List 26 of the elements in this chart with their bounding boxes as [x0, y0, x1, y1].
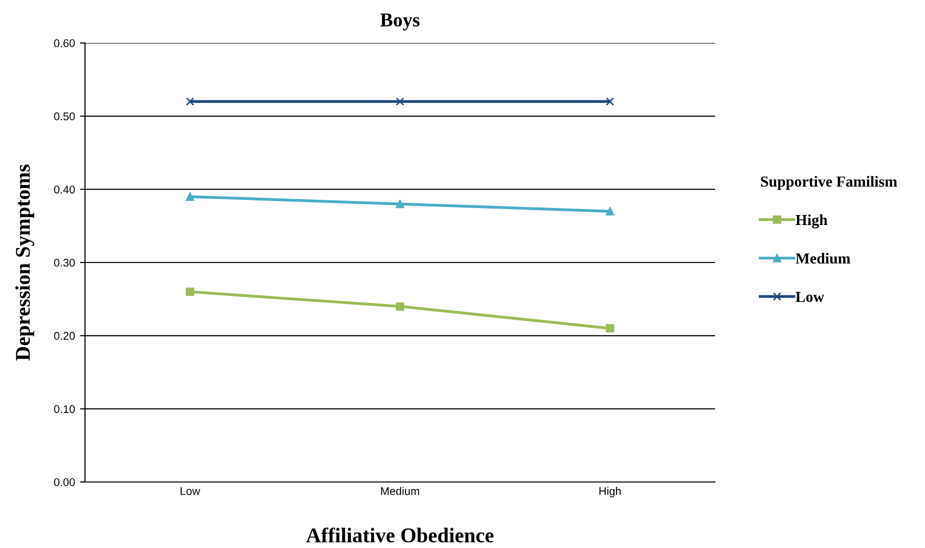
y-tick-label: 0.00	[54, 478, 75, 486]
point	[396, 200, 404, 208]
point	[186, 192, 194, 201]
y-tick-label: 0.10	[54, 405, 75, 413]
x-tick-label: Medium	[381, 486, 420, 496]
point	[606, 97, 614, 106]
x-tick-label: High	[599, 486, 621, 498]
point	[186, 288, 194, 296]
y-axis-title: Depression Symptoms	[15, 164, 34, 361]
chart-title: Boys	[380, 14, 420, 31]
point	[606, 207, 614, 216]
legend-label: Low	[796, 292, 824, 302]
point	[186, 97, 194, 106]
point	[396, 302, 404, 311]
legend-label: High	[796, 214, 828, 228]
point	[606, 324, 614, 333]
y-tick-label: 0.50	[54, 112, 75, 120]
legend-label: Medium	[796, 252, 850, 264]
x-axis-title: Affiliative Obedience	[306, 528, 494, 542]
y-tick-label: 0.30	[54, 258, 75, 267]
y-tick-label: 0.20	[54, 332, 75, 340]
y-tick-label: 0.40	[54, 186, 75, 194]
point	[396, 97, 404, 106]
legend-title: Supportive Familism	[761, 176, 898, 190]
x-tick-label: Low	[180, 487, 200, 496]
y-tick-label: 0.60	[54, 39, 75, 48]
